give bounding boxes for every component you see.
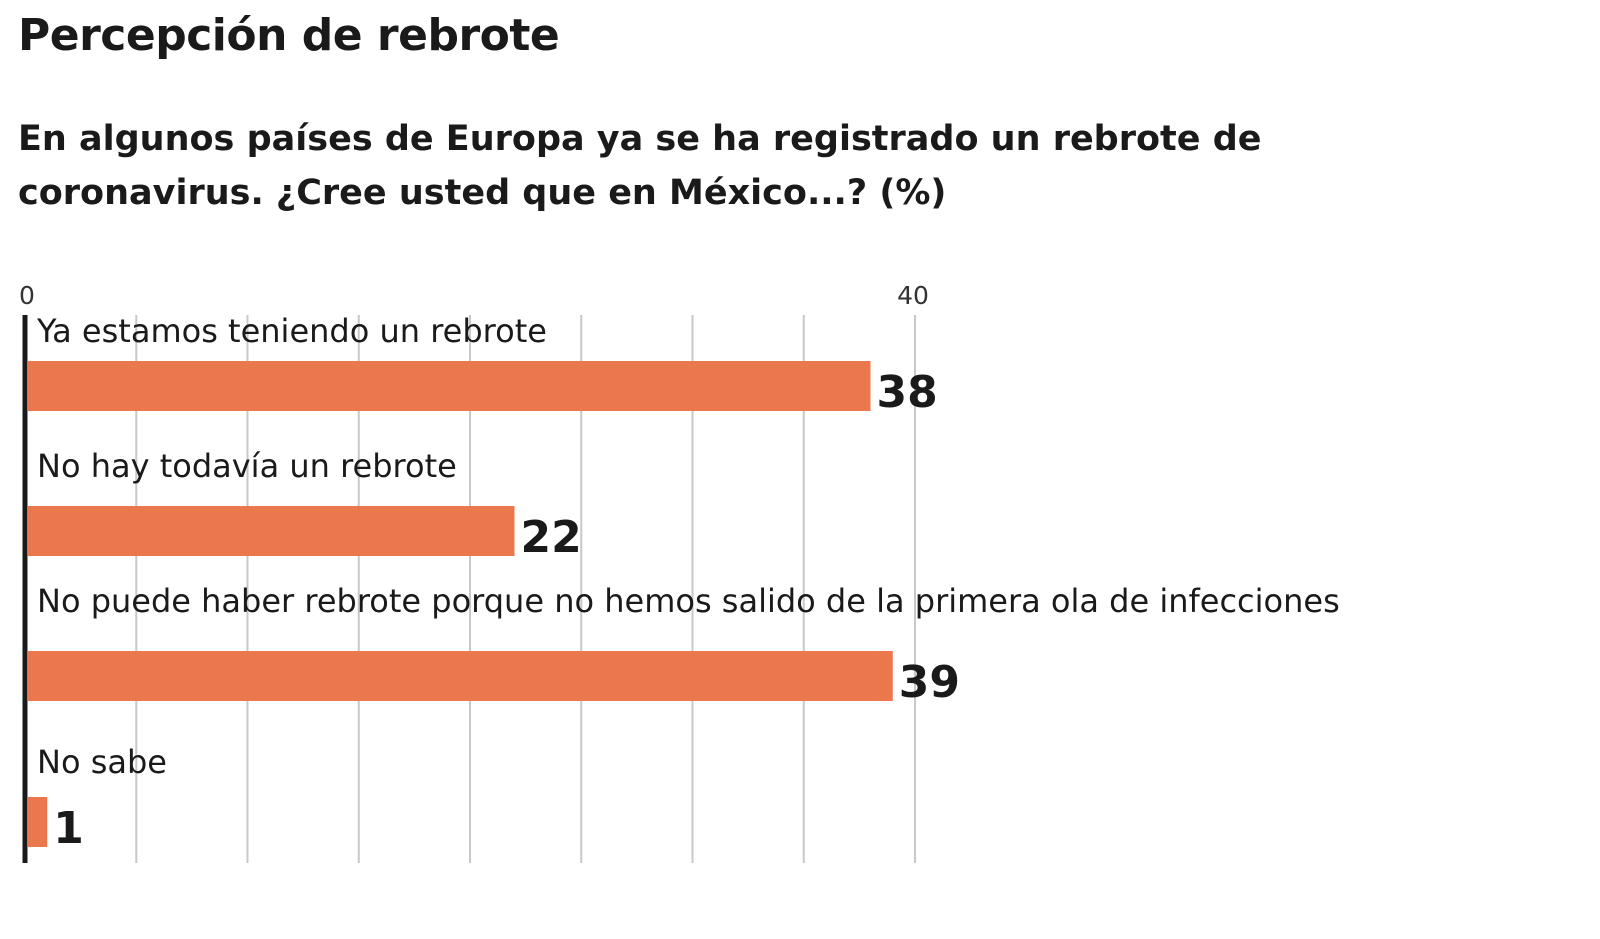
data-label: 38	[877, 367, 938, 418]
x-tick-label: 0	[19, 281, 35, 310]
bar	[28, 506, 515, 556]
x-tick-label: 40	[897, 281, 929, 310]
bar	[28, 797, 48, 847]
bar	[28, 361, 871, 411]
data-label: 22	[521, 512, 582, 563]
bar	[28, 651, 893, 701]
category-label: No hay todavía un rebrote	[37, 447, 457, 485]
data-label: 1	[53, 803, 84, 854]
chart-title: Percepción de rebrote	[18, 10, 560, 61]
bar-chart: 0 40 Ya estamos teniendo un rebrote 38 No ha…	[19, 281, 1340, 863]
category-label: Ya estamos teniendo un rebrote	[36, 312, 547, 350]
data-label: 39	[899, 657, 960, 708]
category-label: No sabe	[37, 743, 167, 781]
category-label: No puede haber rebrote porque no hemos s…	[37, 582, 1340, 620]
chart-subtitle: En algunos países de Europa ya se ha reg…	[18, 119, 1262, 213]
